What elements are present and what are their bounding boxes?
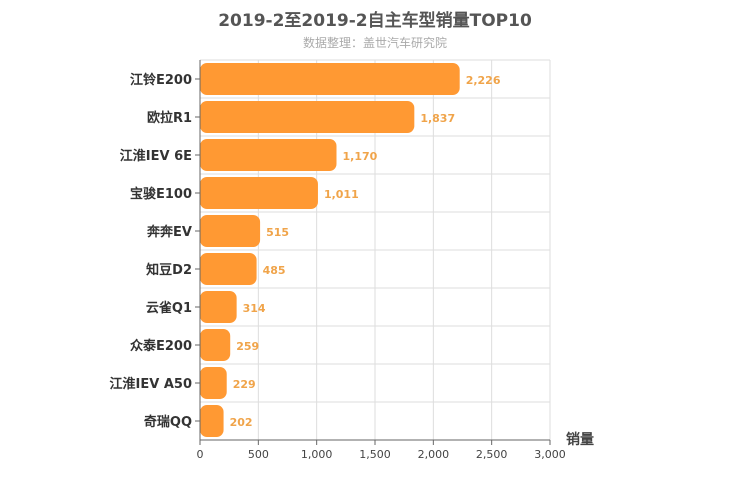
bar-series: 2,226 1,837 1,170 1,011 515 485 314 259 229 202 — [200, 63, 501, 437]
x-tick-label: 2,500 — [476, 448, 508, 461]
grid-lines — [200, 59, 551, 441]
bar — [200, 139, 337, 171]
data-label: 259 — [236, 340, 259, 353]
category-label: 宝骏E100 — [130, 186, 192, 202]
bar — [200, 291, 237, 323]
data-label: 1,837 — [420, 112, 455, 125]
x-tick-label: 2,000 — [418, 448, 450, 461]
axes: 0 500 1,000 1,500 2,000 2,500 3,000 江铃E200 欧拉R1 江… — [110, 60, 566, 461]
data-label: 1,170 — [343, 150, 378, 163]
bar — [200, 63, 460, 95]
bar — [200, 367, 227, 399]
category-label: 江淮IEV A50 — [110, 376, 192, 392]
data-label: 485 — [263, 264, 286, 277]
data-label: 1,011 — [324, 188, 359, 201]
category-label: 云雀Q1 — [146, 300, 192, 316]
data-label: 2,226 — [466, 74, 501, 87]
x-tick-label: 1,500 — [359, 448, 391, 461]
x-tick-label: 0 — [197, 448, 204, 461]
category-label: 知豆D2 — [146, 262, 192, 278]
bar — [200, 329, 231, 361]
category-label: 江铃E200 — [130, 72, 192, 88]
bar — [200, 177, 318, 209]
bar — [200, 101, 415, 133]
data-label: 314 — [243, 302, 266, 315]
chart-title: 2019-2至2019-2自主车型销量TOP10 — [218, 11, 532, 31]
x-tick-label: 3,000 — [534, 448, 566, 461]
bar — [200, 215, 261, 247]
category-label: 奇瑞QQ — [144, 414, 192, 430]
data-label: 202 — [230, 416, 253, 429]
x-tick-label: 500 — [248, 448, 269, 461]
x-axis-label: 销量 — [566, 431, 594, 448]
bar — [200, 253, 257, 285]
category-label: 欧拉R1 — [147, 110, 192, 126]
chart-subtitle: 数据整理：盖世汽车研究院 — [302, 36, 447, 50]
category-label: 江淮IEV 6E — [120, 148, 192, 164]
x-tick-label: 1,000 — [301, 448, 333, 461]
category-label: 奔奔EV — [146, 224, 192, 240]
bar — [200, 405, 224, 437]
data-label: 515 — [266, 226, 289, 239]
category-label: 众泰E200 — [130, 338, 192, 354]
data-label: 229 — [233, 378, 256, 391]
